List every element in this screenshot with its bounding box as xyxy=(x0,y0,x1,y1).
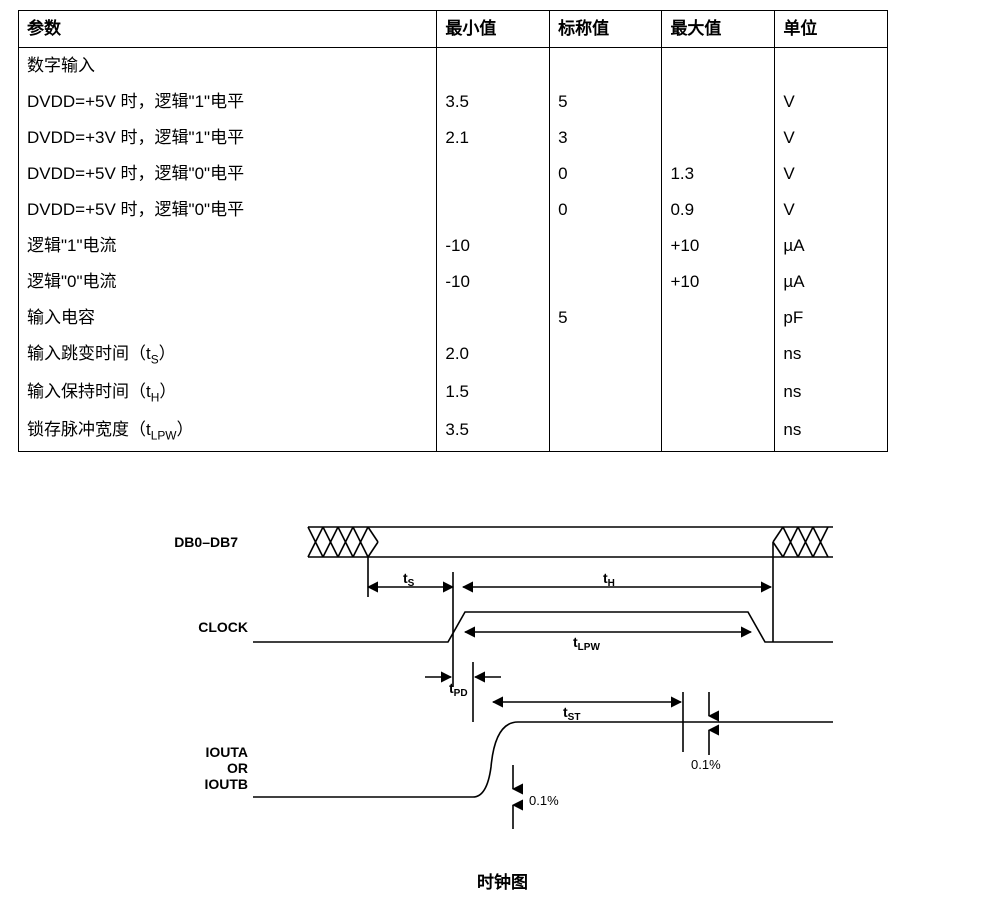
cell-min: 3.5 xyxy=(437,84,550,120)
cell-max: +10 xyxy=(662,264,775,300)
col-header-param: 参数 xyxy=(19,11,437,48)
cell-min xyxy=(437,156,550,192)
cell-typ: 3 xyxy=(550,120,662,156)
table-row: 逻辑"0"电流-10 +10µA xyxy=(19,264,888,300)
cell-param: 逻辑"0"电流 xyxy=(19,264,437,300)
cell-min: 3.5 xyxy=(437,412,550,451)
cell-min: 1.5 xyxy=(437,374,550,412)
label-tlpw: tLPW xyxy=(573,634,600,653)
table-row: DVDD=+5V 时，逻辑"0"电平 00.9V xyxy=(19,192,888,228)
cell-unit: V xyxy=(775,192,888,228)
label-tst: tST xyxy=(563,704,580,723)
cell-param: 锁存脉冲宽度（tLPW） xyxy=(19,412,437,451)
cell-max: 1.3 xyxy=(662,156,775,192)
table-row: 锁存脉冲宽度（tLPW）3.5 ns xyxy=(19,412,888,451)
table-row: 输入跳变时间（tS）2.0 ns xyxy=(19,336,888,374)
timing-svg: DB0–DB7 CLOCK IOUTA OR IOUTB tS tH tLPW … xyxy=(153,517,853,857)
table-row: DVDD=+5V 时，逻辑"1"电平3.55 V xyxy=(19,84,888,120)
table-row: 输入保持时间（tH）1.5 ns xyxy=(19,374,888,412)
cell-max xyxy=(662,374,775,412)
label-or: OR xyxy=(227,760,248,776)
cell-typ xyxy=(550,374,662,412)
table-row: DVDD=+5V 时，逻辑"0"电平 01.3V xyxy=(19,156,888,192)
label-pct-upper: 0.1% xyxy=(691,757,721,772)
cell-unit xyxy=(775,48,888,85)
cell-typ xyxy=(550,336,662,374)
cell-max: +10 xyxy=(662,228,775,264)
cell-typ: 5 xyxy=(550,84,662,120)
table-row: 数字输入 xyxy=(19,48,888,85)
cell-param: DVDD=+5V 时，逻辑"0"电平 xyxy=(19,156,437,192)
cell-max xyxy=(662,48,775,85)
label-iouta: IOUTA xyxy=(205,744,248,760)
table-row: DVDD=+3V 时，逻辑"1"电平2.13 V xyxy=(19,120,888,156)
timing-diagram: DB0–DB7 CLOCK IOUTA OR IOUTB tS tH tLPW … xyxy=(10,517,985,893)
cell-typ xyxy=(550,264,662,300)
label-data: DB0–DB7 xyxy=(174,534,238,550)
cell-unit: V xyxy=(775,84,888,120)
table-row: 输入电容 5 pF xyxy=(19,300,888,336)
label-ts: tS xyxy=(403,570,415,589)
col-header-unit: 单位 xyxy=(775,11,888,48)
col-header-typ: 标称值 xyxy=(550,11,662,48)
cell-max xyxy=(662,300,775,336)
cell-min xyxy=(437,300,550,336)
table-row: 逻辑"1"电流-10 +10µA xyxy=(19,228,888,264)
cell-min xyxy=(437,48,550,85)
cell-max xyxy=(662,336,775,374)
cell-max xyxy=(662,120,775,156)
cell-unit: ns xyxy=(775,374,888,412)
cell-typ: 0 xyxy=(550,156,662,192)
col-header-min: 最小值 xyxy=(437,11,550,48)
cell-param: 输入跳变时间（tS） xyxy=(19,336,437,374)
cell-typ: 0 xyxy=(550,192,662,228)
cell-min: -10 xyxy=(437,228,550,264)
cell-param: 数字输入 xyxy=(19,48,437,85)
label-clock: CLOCK xyxy=(198,619,248,635)
cell-unit: V xyxy=(775,120,888,156)
cell-unit: pF xyxy=(775,300,888,336)
label-ioutb: IOUTB xyxy=(204,776,248,792)
cell-typ xyxy=(550,412,662,451)
cell-param: 输入电容 xyxy=(19,300,437,336)
label-th: tH xyxy=(603,570,615,589)
cell-unit: ns xyxy=(775,336,888,374)
cell-param: DVDD=+5V 时，逻辑"1"电平 xyxy=(19,84,437,120)
cell-param: DVDD=+3V 时，逻辑"1"电平 xyxy=(19,120,437,156)
cell-param: 逻辑"1"电流 xyxy=(19,228,437,264)
cell-param: DVDD=+5V 时，逻辑"0"电平 xyxy=(19,192,437,228)
diagram-caption: 时钟图 xyxy=(10,868,985,893)
cell-unit: µA xyxy=(775,228,888,264)
table-header-row: 参数 最小值 标称值 最大值 单位 xyxy=(19,11,888,48)
col-header-max: 最大值 xyxy=(662,11,775,48)
cell-unit: ns xyxy=(775,412,888,451)
cell-max xyxy=(662,84,775,120)
cell-max xyxy=(662,412,775,451)
cell-min xyxy=(437,192,550,228)
label-tpd: tPD xyxy=(449,680,468,699)
spec-table: 参数 最小值 标称值 最大值 单位 数字输入DVDD=+5V 时，逻辑"1"电平… xyxy=(18,10,888,452)
cell-typ xyxy=(550,228,662,264)
label-pct-lower: 0.1% xyxy=(529,793,559,808)
cell-max: 0.9 xyxy=(662,192,775,228)
cell-typ: 5 xyxy=(550,300,662,336)
cell-unit: µA xyxy=(775,264,888,300)
cell-param: 输入保持时间（tH） xyxy=(19,374,437,412)
cell-min: -10 xyxy=(437,264,550,300)
cell-min: 2.0 xyxy=(437,336,550,374)
cell-min: 2.1 xyxy=(437,120,550,156)
cell-unit: V xyxy=(775,156,888,192)
cell-typ xyxy=(550,48,662,85)
